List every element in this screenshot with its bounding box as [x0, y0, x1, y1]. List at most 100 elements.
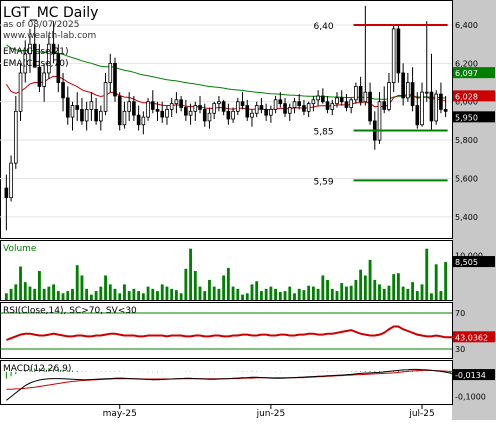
candle-body	[75, 105, 80, 110]
candle-body	[349, 99, 353, 108]
candle-body	[330, 103, 335, 110]
volume-bar	[269, 286, 273, 300]
watermark: www.wealth-lab.com	[3, 31, 96, 41]
volume-bar	[170, 288, 174, 300]
volume-bar	[330, 288, 334, 300]
candle-body	[420, 91, 424, 126]
candle-body	[287, 107, 292, 114]
candle-body	[122, 110, 127, 126]
volume-bar	[208, 279, 211, 300]
legend-ema70: EMA(Close,70)	[3, 59, 68, 69]
volume-bar	[382, 288, 386, 300]
volume-bar	[38, 271, 41, 300]
volume-bar	[439, 291, 443, 300]
macd-line	[6, 368, 456, 401]
candle-body	[254, 105, 259, 114]
candle-body	[221, 101, 226, 112]
candle-body	[113, 62, 117, 97]
candle-body	[136, 114, 141, 126]
candle-body	[406, 82, 410, 99]
volume-bar	[274, 288, 278, 300]
volume-bar	[19, 266, 22, 300]
candle-body	[250, 112, 254, 118]
volume-bar	[222, 275, 226, 300]
volume-bar	[392, 274, 396, 300]
right-axis: 6,400 6,200 6,000 5,800 5,600 5,400 6,097 6,028…	[453, 21, 495, 402]
volume-bar	[283, 291, 287, 300]
candle-body	[61, 82, 65, 99]
volume-bar	[193, 271, 197, 300]
legend-volume: Volume	[3, 244, 37, 254]
volume-bar	[260, 291, 263, 300]
volume-bar	[94, 291, 98, 300]
volume-bar	[316, 288, 320, 300]
volume-bar	[141, 293, 145, 300]
volume-bar	[118, 293, 122, 300]
ema21-line	[5, 75, 446, 111]
price-tick-label: 5,600	[455, 174, 478, 183]
candle-body	[429, 91, 434, 122]
volume-bar	[411, 282, 414, 300]
volume-bar	[123, 284, 126, 300]
price-pane: 6,40 5,85 5,59	[4, 5, 448, 231]
candle-body	[217, 101, 221, 105]
volume-tick-label: 10,000	[455, 251, 483, 260]
volume-bar	[174, 290, 178, 300]
volume-bar	[4, 293, 8, 300]
candle-body	[146, 101, 150, 118]
candle-body	[396, 28, 401, 74]
candle-body	[316, 95, 320, 101]
volume-bar	[179, 293, 183, 300]
volume-bar	[241, 294, 244, 300]
candle-body	[193, 105, 198, 112]
candle-body	[94, 109, 98, 122]
candle-body	[344, 101, 349, 108]
date-label: jun-25	[256, 409, 286, 419]
volume-bar	[250, 284, 254, 300]
volume-bar	[28, 286, 32, 300]
macd-pane	[5, 368, 456, 401]
last-close-tag: 5,950	[455, 113, 478, 122]
candle-body	[368, 91, 372, 122]
volume-last-tag-bg	[453, 256, 495, 268]
volume-bar	[75, 265, 79, 300]
date-label: jul-25	[408, 409, 434, 419]
price-tick-label: 5,400	[455, 213, 478, 222]
candle-body	[9, 162, 13, 199]
volume-bar	[212, 286, 216, 300]
candle-body	[382, 101, 387, 110]
volume-bar	[113, 288, 117, 300]
volume-bar	[160, 284, 164, 300]
rsi-line	[6, 325, 456, 341]
candle-body	[47, 43, 51, 74]
candle-body	[70, 105, 75, 118]
candle-body	[259, 105, 264, 110]
chart-title: LGT_MC Daily	[3, 5, 98, 21]
candle-body	[80, 109, 84, 122]
volume-bar	[231, 286, 235, 300]
volume-bar	[326, 279, 329, 300]
volume-bar	[127, 291, 131, 300]
candle-body	[32, 43, 37, 68]
candle-body	[439, 93, 443, 110]
volume-bar	[42, 288, 46, 300]
candle-body	[339, 97, 344, 103]
candle-body	[292, 101, 297, 108]
ema70-value-tag-bg	[453, 67, 495, 79]
volume-bar	[23, 282, 27, 300]
candle-body	[28, 43, 32, 55]
volume-bar	[335, 291, 339, 300]
volume-bar	[302, 290, 306, 300]
candle-body	[108, 62, 113, 83]
volume-bar	[104, 275, 107, 300]
volume-bar	[311, 286, 315, 300]
candle-body	[269, 109, 273, 116]
volume-bar	[444, 262, 448, 300]
volume-bar	[420, 284, 424, 300]
macd-last-tag-bg	[453, 369, 495, 381]
candle-body	[160, 110, 165, 118]
price-level-label: 5,85	[314, 128, 334, 138]
volume-bar	[151, 288, 155, 300]
volume-bar	[108, 284, 112, 300]
volume-bar	[47, 286, 51, 300]
